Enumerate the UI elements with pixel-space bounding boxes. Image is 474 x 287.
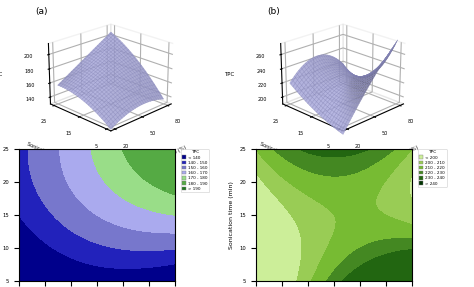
- Legend: < 200, 200 - 210, 210 - 220, 220 - 230, 230 - 240, > 240: < 200, 200 - 210, 210 - 220, 220 - 230, …: [418, 149, 447, 187]
- Text: (b): (b): [267, 7, 280, 16]
- Y-axis label: Sonication time (min): Sonication time (min): [27, 141, 77, 168]
- Y-axis label: Sonication time (min): Sonication time (min): [229, 181, 234, 249]
- Y-axis label: Sonication time (min): Sonication time (min): [259, 141, 309, 168]
- Legend: < 140, 140 - 150, 150 - 160, 160 - 170, 170 - 180, 180 - 190, > 190: < 140, 140 - 150, 150 - 160, 160 - 170, …: [181, 149, 209, 193]
- Text: (a): (a): [35, 7, 47, 16]
- X-axis label: Amplitude (%): Amplitude (%): [385, 145, 419, 164]
- X-axis label: Amplitude (%): Amplitude (%): [153, 145, 187, 164]
